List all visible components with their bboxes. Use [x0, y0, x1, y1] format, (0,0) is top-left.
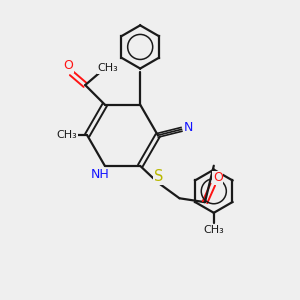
Text: CH₃: CH₃ [98, 63, 118, 74]
Text: S: S [154, 169, 164, 184]
Text: CH₃: CH₃ [56, 130, 77, 140]
Text: NH: NH [91, 168, 109, 181]
Text: N: N [184, 121, 193, 134]
Text: O: O [64, 59, 74, 72]
Text: CH₃: CH₃ [203, 226, 224, 236]
Text: O: O [213, 171, 223, 184]
